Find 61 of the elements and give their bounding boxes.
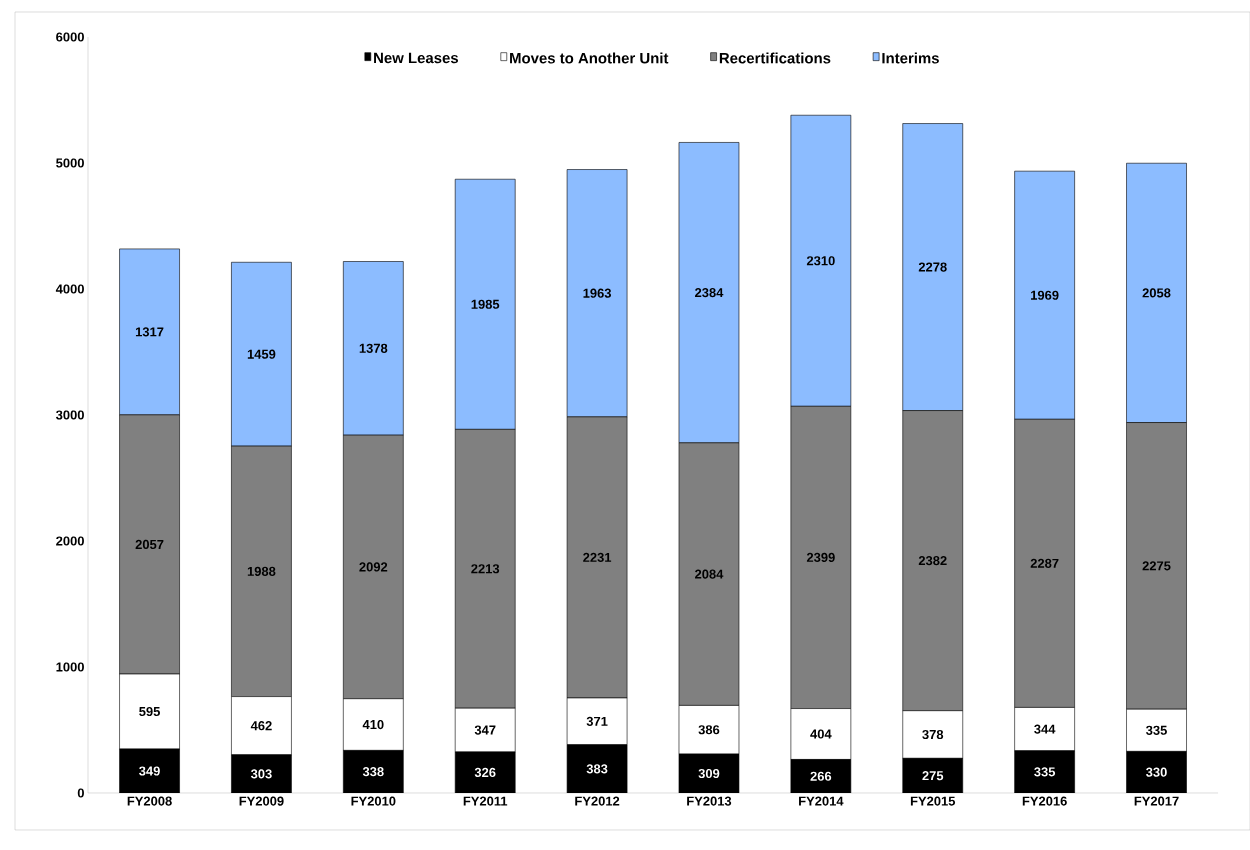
data-label: 1378 [359,343,388,353]
data-label: 1317 [135,327,164,337]
y-tick-label: 0 [77,788,84,798]
data-label: 2084 [695,569,724,579]
data-label: 383 [586,764,608,774]
legend-label: Moves to Another Unit [510,52,669,64]
data-label: 275 [922,771,944,781]
data-label: 344 [1034,724,1056,734]
data-label: 2384 [695,288,724,298]
x-tick-label: FY2008 [127,796,172,806]
data-label: 404 [810,729,832,739]
legend-label: New Leases [374,52,459,64]
y-tick-label: 4000 [55,284,84,294]
data-label: 2310 [806,256,835,266]
x-tick-label: FY2014 [799,796,844,806]
data-label: 1988 [247,566,276,576]
data-label: 2399 [806,552,835,563]
data-label: 303 [250,769,272,779]
data-label: 595 [139,706,160,717]
data-label: 2287 [1030,558,1059,568]
x-tick-label: FY2009 [239,796,284,806]
data-label: 349 [139,766,160,776]
data-label: 1459 [247,349,276,359]
data-label: 371 [586,716,608,726]
y-tick-label: 6000 [56,32,84,42]
x-tick-label: FY2017 [1134,796,1179,806]
data-label: 2213 [471,564,500,574]
data-label: 1963 [583,288,612,298]
x-tick-label: FY2013 [687,796,732,806]
data-label: 386 [698,725,720,735]
data-label: 266 [810,771,832,781]
data-label: 335 [1146,725,1167,735]
y-tick-label: 1000 [56,662,84,672]
data-label: 378 [922,729,944,740]
data-label: 2382 [918,556,947,566]
y-tick-label: 2000 [56,536,84,546]
data-label: 338 [362,767,384,777]
data-label: 2057 [135,539,164,550]
data-label: 410 [362,719,384,730]
data-label: 2231 [583,552,612,563]
legend-label: Interims [882,52,939,64]
data-label: 335 [1034,767,1056,777]
data-label: 2275 [1142,561,1171,571]
data-label: 462 [250,721,272,731]
data-label: 2058 [1142,288,1171,298]
data-label: 1985 [471,299,500,309]
x-tick-label: FY2015 [910,796,956,806]
data-label: 2092 [359,562,388,572]
x-tick-label: FY2016 [1022,796,1067,806]
legend-label: Recertifications [719,52,831,64]
y-tick-label: 5000 [56,158,84,168]
x-tick-label: FY2010 [351,796,396,806]
x-tick-label: FY2011 [463,796,508,806]
data-label: 2278 [918,262,947,272]
data-label: 326 [474,767,496,778]
data-label: 309 [698,768,720,779]
data-label: 1969 [1031,290,1059,300]
data-label: 347 [474,725,496,735]
data-label: 330 [1146,767,1167,777]
y-tick-label: 3000 [55,410,84,420]
x-tick-label: FY2012 [575,796,620,806]
